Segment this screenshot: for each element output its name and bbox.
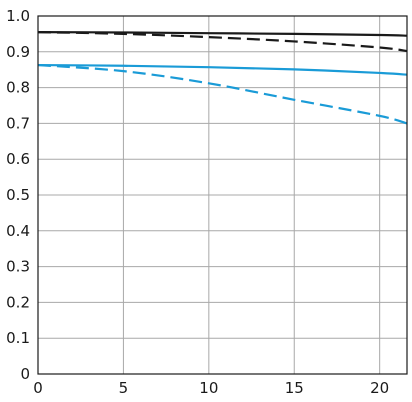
y-axis-ticks: 0 0.1 0.2 0.3 0.4 0.5 0.6 0.7 0.8 0.9 1.0 [6,7,30,383]
series-lines [37,31,408,125]
plot-frame [37,15,408,375]
y-tick-label: 0 [20,365,30,383]
y-tick-label: 0.4 [6,222,30,240]
y-tick-label: 0.6 [6,150,30,168]
x-tick-label: 15 [285,379,304,397]
y-tick-label: 0.2 [6,293,30,311]
y-tick-label: 0.8 [6,79,30,97]
y-tick-label: 0.1 [6,329,30,347]
series-line-3 [37,63,408,76]
y-tick-label: 1.0 [6,7,30,25]
y-tick-label: 0.3 [6,258,30,276]
y-tick-label: 0.7 [6,114,30,132]
series-line-2 [37,31,408,53]
y-tick-label: 0.5 [6,186,30,204]
y-tick-label: 0.9 [6,43,30,61]
x-tick-label: 5 [119,379,129,397]
grid [37,15,407,375]
x-tick-label: 0 [33,379,43,397]
series-line-1 [37,31,408,37]
x-tick-label: 20 [370,379,389,397]
x-tick-label: 10 [199,379,218,397]
x-axis-ticks: 0 5 10 15 20 [33,379,389,397]
series-line-4 [37,63,408,125]
